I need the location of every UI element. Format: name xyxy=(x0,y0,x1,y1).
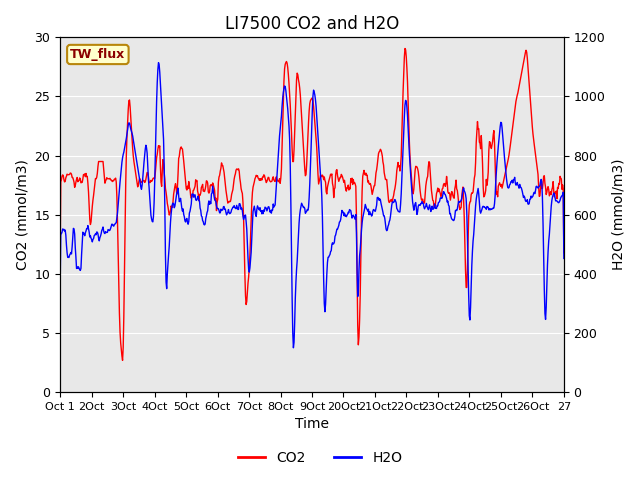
Title: LI7500 CO2 and H2O: LI7500 CO2 and H2O xyxy=(225,15,399,33)
Legend: CO2, H2O: CO2, H2O xyxy=(232,445,408,471)
Y-axis label: CO2 (mmol/m3): CO2 (mmol/m3) xyxy=(15,159,29,270)
Y-axis label: H2O (mmol/m3): H2O (mmol/m3) xyxy=(611,159,625,270)
X-axis label: Time: Time xyxy=(295,418,329,432)
Text: TW_flux: TW_flux xyxy=(70,48,125,61)
